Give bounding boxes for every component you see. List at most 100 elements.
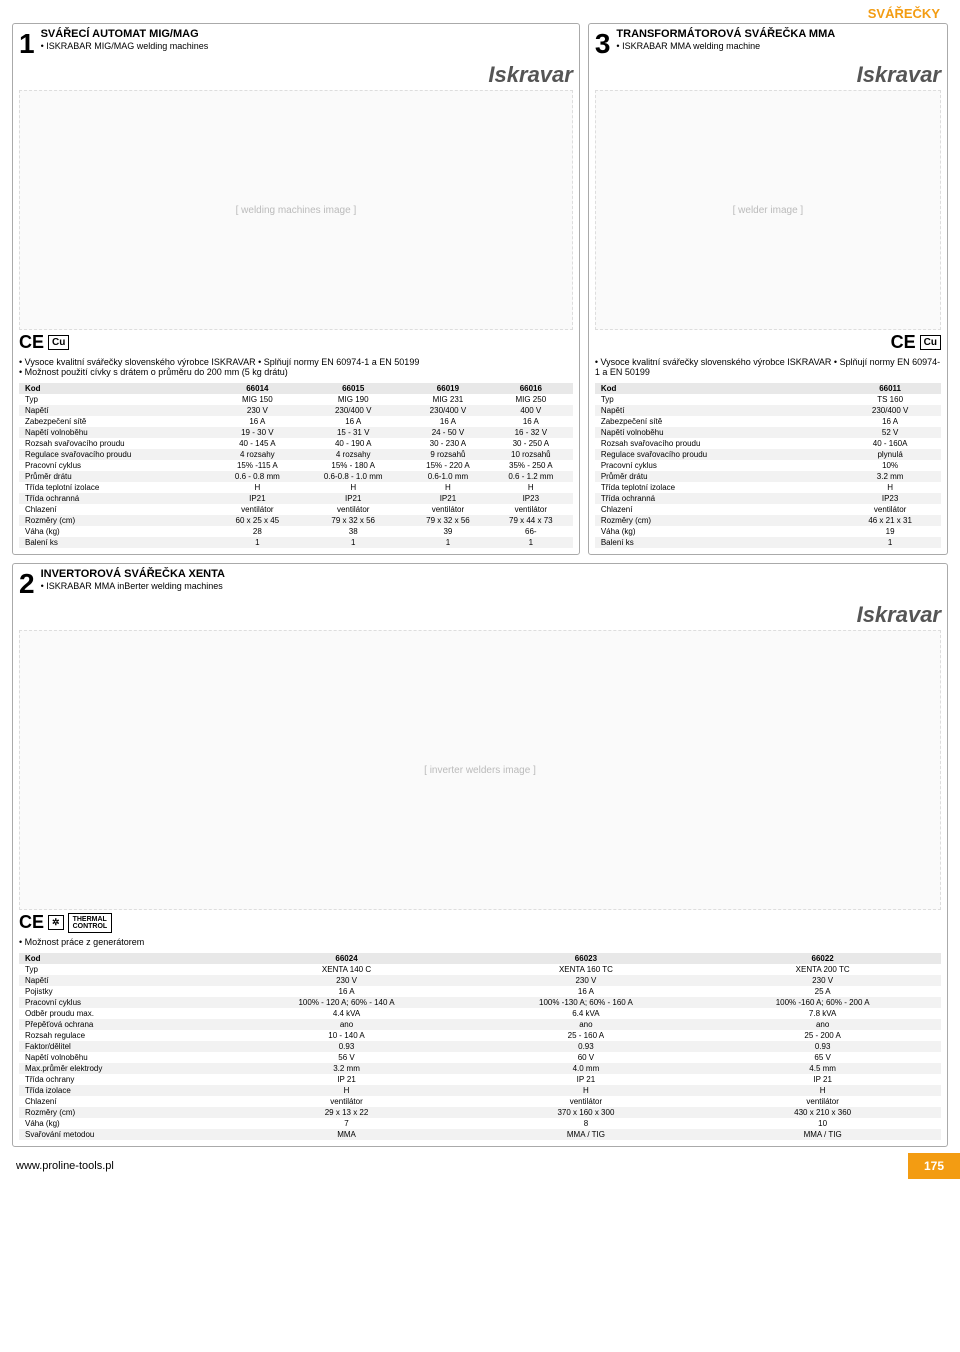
- table-cell: ventilátor: [225, 1096, 467, 1107]
- table-cell: Rozměry (cm): [19, 1107, 225, 1118]
- table-cell: 16 A: [299, 416, 407, 427]
- table-cell: 230/400 V: [407, 405, 489, 416]
- table-cell: 0.6-1.0 mm: [407, 471, 489, 482]
- table-cell: 24 - 50 V: [407, 427, 489, 438]
- top-row: 1 SVÁŘECÍ AUTOMAT MIG/MAG • ISKRABAR MIG…: [0, 23, 960, 555]
- table-cell: 16 A: [225, 986, 467, 997]
- product-subtitle: • ISKRABAR MIG/MAG welding machines: [41, 41, 573, 51]
- table-cell: 4 rozsahy: [299, 449, 407, 460]
- table-cell: 25 - 160 A: [468, 1030, 705, 1041]
- table-cell: Chlazení: [19, 504, 215, 515]
- thermal-badge: THERMALCONTROL: [68, 913, 113, 933]
- table-cell: 8: [468, 1118, 705, 1129]
- product-image: [ inverter welders image ]: [19, 630, 941, 910]
- cert-row: CE ✲ THERMALCONTROL: [19, 912, 941, 933]
- table-cell: 60 V: [468, 1052, 705, 1063]
- table-cell: plynulá: [839, 449, 941, 460]
- product-image: [ welding machines image ]: [19, 90, 573, 330]
- table-row: Rozsah svařovacího proudu40 - 145 A40 - …: [19, 438, 573, 449]
- product-title: INVERTOROVÁ SVÁŘEČKA XENTA: [41, 568, 941, 580]
- product-title: TRANSFORMÁTOROVÁ SVÁŘEČKA MMA: [616, 28, 941, 40]
- table-cell: MIG 150: [215, 394, 299, 405]
- bullets: Možnost práce z generátorem: [19, 937, 941, 947]
- table-row: Regulace svařovacího prouduplynulá: [595, 449, 941, 460]
- table-cell: 19 - 30 V: [215, 427, 299, 438]
- table-cell: Třída teplotní izolace: [19, 482, 215, 493]
- table-cell: ano: [225, 1019, 467, 1030]
- cert-row: CE Cu: [595, 332, 941, 353]
- table-cell: ano: [704, 1019, 941, 1030]
- table-cell: Svařování metodou: [19, 1129, 225, 1140]
- table-cell: Pracovní cyklus: [19, 997, 225, 1008]
- table-cell: 56 V: [225, 1052, 467, 1063]
- table-cell: Napětí volnoběhu: [595, 427, 839, 438]
- table-cell: Zabezpečení sítě: [595, 416, 839, 427]
- table-cell: 79 x 44 x 73: [489, 515, 573, 526]
- table-cell: 370 x 160 x 300: [468, 1107, 705, 1118]
- table-cell: Pracovní cyklus: [19, 460, 215, 471]
- table-header-cell: 66023: [468, 953, 705, 964]
- table-cell: Max.průměr elektrody: [19, 1063, 225, 1074]
- table-cell: 10 rozsahů: [489, 449, 573, 460]
- table-cell: Rozsah regulace: [19, 1030, 225, 1041]
- table-cell: ano: [468, 1019, 705, 1030]
- table-row: TypTS 160: [595, 394, 941, 405]
- table-cell: 230 V: [215, 405, 299, 416]
- table-cell: MMA / TIG: [704, 1129, 941, 1140]
- table-cell: 430 x 210 x 360: [704, 1107, 941, 1118]
- table-cell: 0.6 - 1.2 mm: [489, 471, 573, 482]
- table-cell: 35% - 250 A: [489, 460, 573, 471]
- specs-table-1: Kod66014660156601966016TypMIG 150MIG 190…: [19, 383, 573, 548]
- product-3-box: 3 TRANSFORMÁTOROVÁ SVÁŘEČKA MMA • ISKRAB…: [588, 23, 948, 555]
- table-row: Balení ks1111: [19, 537, 573, 548]
- table-cell: 16 A: [407, 416, 489, 427]
- table-cell: Zabezpečení sítě: [19, 416, 215, 427]
- table-cell: Třída ochranná: [595, 493, 839, 504]
- table-cell: IP21: [215, 493, 299, 504]
- table-row: Přepěťová ochranaanoanoano: [19, 1019, 941, 1030]
- table-cell: 0.93: [225, 1041, 467, 1052]
- table-header-cell: 66011: [839, 383, 941, 394]
- table-cell: 3.2 mm: [225, 1063, 467, 1074]
- table-cell: 230 V: [704, 975, 941, 986]
- ce-mark: CE: [19, 332, 44, 353]
- table-cell: H: [299, 482, 407, 493]
- cu-badge: Cu: [48, 335, 69, 350]
- table-cell: 15% - 220 A: [407, 460, 489, 471]
- page-number: 175: [908, 1153, 960, 1179]
- table-cell: H: [407, 482, 489, 493]
- table-cell: Pracovní cyklus: [595, 460, 839, 471]
- table-cell: 40 - 190 A: [299, 438, 407, 449]
- table-cell: ventilátor: [839, 504, 941, 515]
- table-cell: 16 A: [839, 416, 941, 427]
- table-cell: 1: [407, 537, 489, 548]
- table-cell: Třída teplotní izolace: [595, 482, 839, 493]
- table-row: Průměr drátu3.2 mm: [595, 471, 941, 482]
- table-cell: Balení ks: [595, 537, 839, 548]
- cert-row: CE Cu: [19, 332, 573, 353]
- specs-table-3: Kod66011TypTS 160Napětí230/400 VZabezpeč…: [595, 383, 941, 548]
- table-cell: 0.6 - 0.8 mm: [215, 471, 299, 482]
- table-cell: Průměr drátu: [19, 471, 215, 482]
- table-cell: 29 x 13 x 22: [225, 1107, 467, 1118]
- table-cell: 28: [215, 526, 299, 537]
- table-row: Třída izolaceHHH: [19, 1085, 941, 1096]
- table-cell: Třída ochrany: [19, 1074, 225, 1085]
- table-cell: IP 21: [468, 1074, 705, 1085]
- table-cell: IP21: [299, 493, 407, 504]
- specs-table-2: Kod660246602366022TypXENTA 140 CXENTA 16…: [19, 953, 941, 1140]
- table-cell: Chlazení: [19, 1096, 225, 1107]
- table-row: Váha (kg)7810: [19, 1118, 941, 1129]
- table-cell: H: [489, 482, 573, 493]
- table-cell: Regulace svařovacího proudu: [19, 449, 215, 460]
- table-cell: Chlazení: [595, 504, 839, 515]
- table-cell: Průměr drátu: [595, 471, 839, 482]
- table-cell: Váha (kg): [19, 526, 215, 537]
- table-cell: Třída izolace: [19, 1085, 225, 1096]
- table-cell: MIG 250: [489, 394, 573, 405]
- table-cell: 7: [225, 1118, 467, 1129]
- table-cell: 3.2 mm: [839, 471, 941, 482]
- table-row: Pojistky16 A16 A25 A: [19, 986, 941, 997]
- table-row: Třída ochranyIP 21IP 21IP 21: [19, 1074, 941, 1085]
- table-header-cell: 66019: [407, 383, 489, 394]
